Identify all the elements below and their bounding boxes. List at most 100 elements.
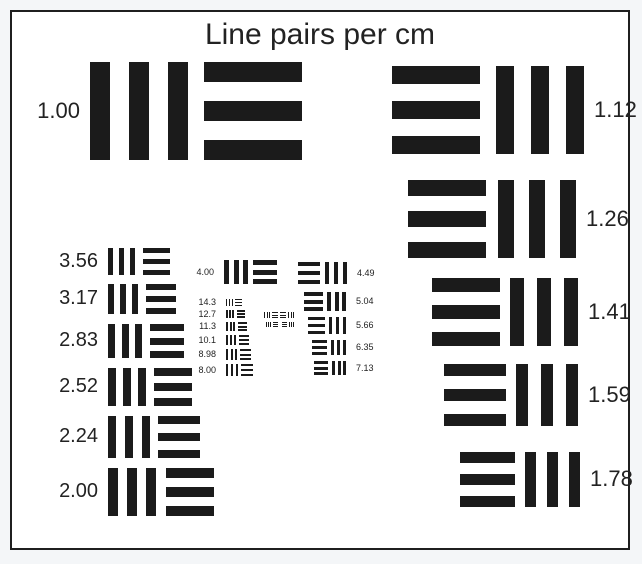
vertical-bars: [226, 349, 237, 360]
line-pair-group: 1.78: [460, 452, 580, 507]
line-pair-group: 14.3: [226, 299, 242, 306]
vertical-bars: [226, 364, 238, 376]
horizontal-bars: [204, 62, 302, 160]
horizontal-bars: [241, 364, 253, 376]
lp-label: 2.24: [59, 425, 98, 448]
chart-title: Line pairs per cm: [12, 18, 628, 52]
lp-label: 1.59: [588, 382, 631, 408]
vertical-bars: [327, 292, 346, 311]
line-pair-group: 8.00: [226, 364, 253, 376]
horizontal-bars: [239, 335, 249, 345]
line-pair-group: 3.17: [108, 284, 176, 314]
lp-label: 1.00: [37, 98, 80, 124]
vertical-bars: [226, 299, 233, 306]
vertical-bars: [332, 361, 346, 375]
lp-label: 6.35: [356, 342, 374, 352]
horizontal-bars: [146, 284, 176, 314]
lp-label: 3.56: [59, 250, 98, 273]
line-pair-group: [264, 312, 278, 318]
vertical-bars: [288, 312, 294, 318]
line-pair-group: 6.35: [312, 340, 346, 355]
vertical-bars: [289, 322, 294, 327]
lp-label: 2.52: [59, 375, 98, 398]
horizontal-bars: [273, 322, 278, 327]
line-pair-group: 2.83: [108, 324, 184, 358]
line-pair-group: 4.00: [224, 260, 277, 284]
lp-label: 11.3: [199, 321, 216, 331]
line-pair-group: 2.24: [108, 416, 200, 458]
resolution-test-chart: Line pairs per cm 1.00 1.12 1.26 1.41 1.59 1.…: [10, 10, 630, 550]
horizontal-bars: [253, 260, 277, 284]
line-pair-group: 2.00: [108, 468, 214, 516]
line-pair-group: 1.41: [432, 278, 578, 346]
vertical-bars: [108, 324, 142, 358]
line-pair-group: 11.3: [226, 322, 247, 331]
lp-label: 8.98: [198, 349, 216, 359]
lp-label: 8.00: [198, 365, 216, 375]
line-pair-group: 12.7: [226, 310, 245, 318]
horizontal-bars: [235, 299, 242, 306]
line-pair-group: [280, 312, 294, 318]
line-pair-group: 2.52: [108, 368, 192, 406]
line-pair-group: 10.1: [226, 335, 249, 345]
horizontal-bars: [304, 292, 323, 311]
lp-label: 1.78: [590, 466, 633, 492]
lp-label: 12.7: [198, 309, 216, 319]
horizontal-bars: [150, 324, 184, 358]
vertical-bars: [325, 262, 347, 284]
lp-label: 5.66: [356, 320, 374, 330]
line-pair-group: 7.13: [314, 361, 346, 375]
lp-label: 1.12: [594, 97, 637, 123]
vertical-bars: [108, 416, 150, 458]
vertical-bars: [226, 310, 234, 318]
vertical-bars: [498, 180, 576, 258]
vertical-bars: [329, 317, 346, 334]
line-pair-group: 1.12: [392, 66, 584, 154]
horizontal-bars: [158, 416, 200, 458]
horizontal-bars: [166, 468, 214, 516]
line-pair-group: 3.56: [108, 248, 170, 275]
line-pair-group: [266, 322, 278, 327]
line-pair-group: 1.26: [408, 180, 576, 258]
vertical-bars: [224, 260, 248, 284]
horizontal-bars: [240, 349, 251, 360]
horizontal-bars: [444, 364, 506, 426]
horizontal-bars: [298, 262, 320, 284]
horizontal-bars: [282, 322, 287, 327]
horizontal-bars: [314, 361, 328, 375]
horizontal-bars: [280, 312, 286, 318]
lp-label: 14.3: [198, 297, 216, 307]
vertical-bars: [108, 284, 138, 314]
lp-label: 4.49: [357, 268, 375, 278]
horizontal-bars: [308, 317, 325, 334]
horizontal-bars: [238, 322, 247, 331]
lp-label: 1.26: [586, 206, 629, 232]
horizontal-bars: [154, 368, 192, 406]
vertical-bars: [331, 340, 346, 355]
vertical-bars: [226, 322, 235, 331]
horizontal-bars: [143, 248, 170, 275]
horizontal-bars: [460, 452, 515, 507]
vertical-bars: [90, 62, 188, 160]
vertical-bars: [108, 248, 135, 275]
lp-label: 1.41: [588, 299, 631, 325]
lp-label: 4.00: [196, 267, 214, 277]
line-pair-group: 4.49: [298, 262, 347, 284]
lp-label: 7.13: [356, 363, 374, 373]
line-pair-group: 5.04: [304, 292, 346, 311]
line-pair-group: 1.00: [90, 62, 302, 160]
vertical-bars: [496, 66, 584, 154]
lp-label: 5.04: [356, 296, 374, 306]
horizontal-bars: [272, 312, 278, 318]
line-pair-group: 5.66: [308, 317, 346, 334]
lp-label: 10.1: [198, 335, 216, 345]
horizontal-bars: [392, 66, 480, 154]
vertical-bars: [510, 278, 578, 346]
vertical-bars: [226, 335, 236, 345]
horizontal-bars: [312, 340, 327, 355]
vertical-bars: [264, 312, 270, 318]
horizontal-bars: [432, 278, 500, 346]
vertical-bars: [108, 468, 156, 516]
lp-label: 2.83: [59, 329, 98, 352]
lp-label: 2.00: [59, 480, 98, 503]
